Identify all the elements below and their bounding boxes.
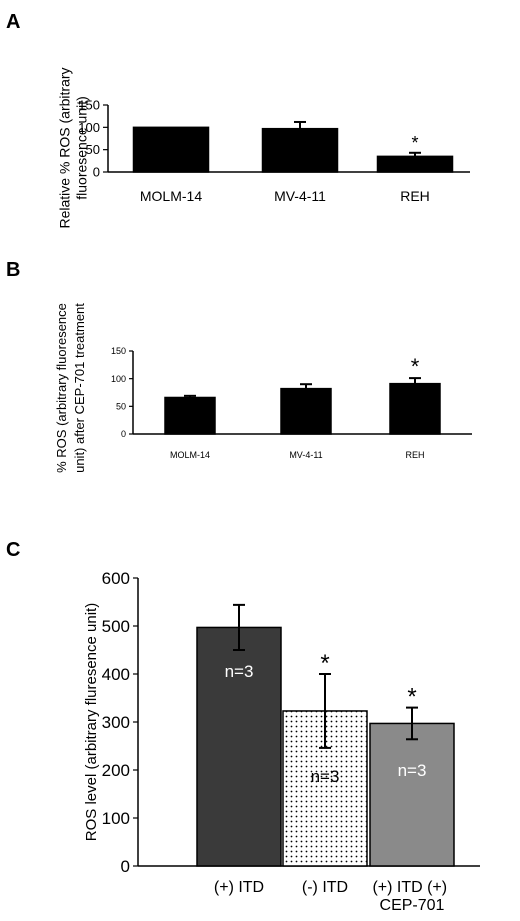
y-tick-label: 50 bbox=[86, 142, 100, 157]
bar bbox=[389, 382, 441, 435]
bar bbox=[280, 387, 332, 435]
y-tick-label: 150 bbox=[111, 346, 126, 356]
y-tick-label: 0 bbox=[121, 857, 130, 876]
y-tick-label: 0 bbox=[93, 165, 100, 180]
bar bbox=[132, 126, 210, 173]
panel-letter-b: B bbox=[6, 259, 20, 281]
y-axis-label-line: % ROS (arbitrary fluoresence bbox=[54, 303, 69, 473]
bar bbox=[196, 626, 282, 867]
y-tick-label: 150 bbox=[78, 98, 100, 113]
significance-marker: * bbox=[411, 354, 420, 379]
x-category-label: REH bbox=[405, 450, 424, 460]
y-axis-label-c: ROS level (arbitrary fluresence unit) bbox=[83, 603, 100, 841]
y-axis-label-line: unit) after CEP-701 treatment bbox=[72, 303, 87, 473]
y-tick-label: 100 bbox=[102, 809, 130, 828]
y-tick-label: 300 bbox=[102, 713, 130, 732]
y-axis-label-line: fluoresence unit) bbox=[74, 96, 90, 200]
bar bbox=[369, 722, 455, 867]
bar-n-label: n=3 bbox=[311, 767, 340, 786]
bar bbox=[261, 127, 339, 173]
y-tick-label: 100 bbox=[111, 374, 126, 384]
bar-n-label: n=3 bbox=[225, 662, 254, 681]
x-category-label-line: (+) ITD (+) bbox=[372, 879, 451, 896]
chart-panel-a: Relative % ROS (arbitraryfluoresence uni… bbox=[57, 67, 470, 229]
y-axis-label-line: ROS level (arbitrary fluresence unit) bbox=[83, 603, 100, 841]
y-axis-label-a: Relative % ROS (arbitraryfluoresence uni… bbox=[57, 67, 90, 228]
y-tick-label: 100 bbox=[78, 120, 100, 135]
x-category-label: (-) ITD bbox=[302, 879, 348, 896]
x-category-label: REH bbox=[400, 188, 430, 204]
significance-marker: * bbox=[407, 684, 416, 711]
y-tick-label: 0 bbox=[121, 429, 126, 439]
y-tick-label: 400 bbox=[102, 665, 130, 684]
panel-letter-c: C bbox=[6, 539, 20, 561]
x-category-label: (+) ITD bbox=[214, 879, 264, 896]
significance-marker: * bbox=[320, 650, 329, 677]
x-category-label-line: CEP-701 bbox=[380, 897, 445, 914]
x-category-label: MOLM-14 bbox=[170, 450, 210, 460]
y-axis-label-line: Relative % ROS (arbitrary bbox=[57, 67, 73, 228]
bar bbox=[376, 155, 454, 173]
chart-panel-c: ROS level (arbitrary fluresence unit) 0 1… bbox=[83, 569, 480, 914]
x-category-label: MV-4-11 bbox=[274, 188, 326, 204]
significance-marker: * bbox=[411, 133, 418, 153]
y-tick-label: 600 bbox=[102, 569, 130, 588]
y-tick-label: 500 bbox=[102, 617, 130, 636]
y-axis-label-b: % ROS (arbitrary fluoresence unit) after … bbox=[54, 303, 87, 473]
x-category-label: MOLM-14 bbox=[140, 188, 202, 204]
y-tick-label: 200 bbox=[102, 761, 130, 780]
x-category-label: (+) ITD (+) CEP-701 bbox=[372, 879, 451, 914]
panel-letter-a: A bbox=[6, 11, 20, 33]
bar bbox=[164, 396, 216, 435]
y-tick-label: 50 bbox=[116, 401, 126, 411]
x-category-label: MV-4-11 bbox=[289, 450, 322, 460]
bar-n-label: n=3 bbox=[398, 761, 427, 780]
chart-panel-b: % ROS (arbitrary fluoresence unit) after … bbox=[54, 303, 472, 473]
